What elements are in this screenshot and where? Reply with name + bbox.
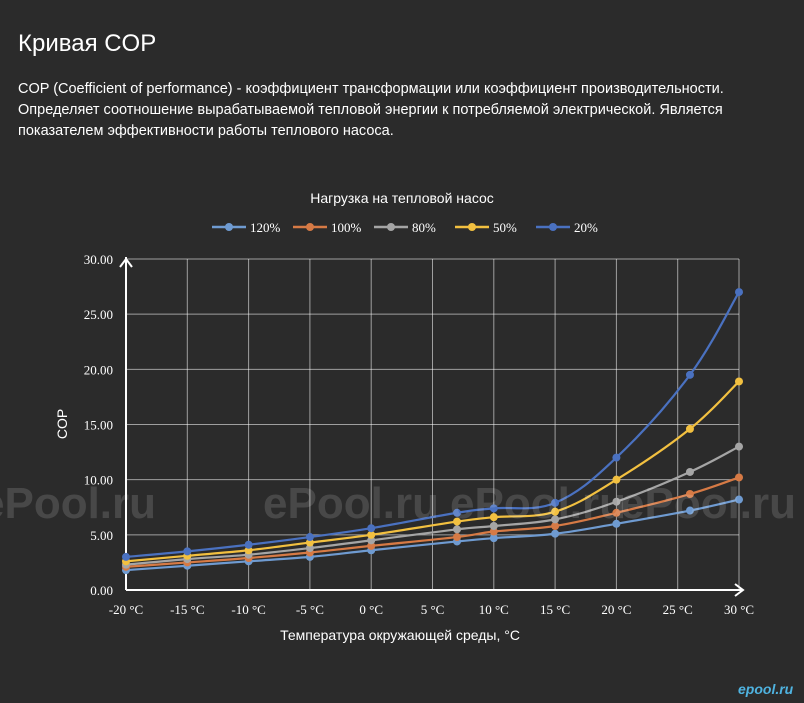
data-point [367, 530, 376, 539]
data-point [685, 424, 694, 433]
data-point [489, 513, 498, 522]
y-tick-label: 15.00 [84, 418, 113, 433]
legend-item: 50% [455, 220, 517, 235]
watermark-text: ePool.ru [450, 479, 626, 528]
x-tick-label: 25 °C [663, 602, 693, 617]
data-point [367, 536, 376, 545]
x-axis-label: Температура окружающей среды, °С [280, 627, 520, 643]
data-point [453, 517, 462, 526]
data-point [612, 453, 621, 462]
data-point [612, 475, 621, 484]
legend-item: 80% [374, 220, 436, 235]
chart-series [122, 288, 743, 575]
data-point [244, 546, 253, 555]
data-point [551, 529, 560, 538]
data-point [612, 508, 621, 517]
x-tick-label: 15 °C [540, 602, 570, 617]
x-tick-label: -20 °C [109, 602, 143, 617]
data-point [735, 288, 743, 297]
legend-item: 120% [212, 220, 281, 235]
y-tick-label: 10.00 [84, 473, 113, 488]
data-point [183, 547, 192, 556]
x-tick-label: -10 °C [231, 602, 265, 617]
chart-title: Нагрузка на тепловой насос [310, 190, 494, 206]
legend-label: 120% [250, 220, 281, 235]
legend-item: 20% [536, 220, 598, 235]
y-axis-arrow [119, 257, 133, 268]
y-tick-label: 20.00 [84, 362, 113, 377]
data-point [685, 490, 694, 499]
legend-swatch-marker [387, 223, 395, 231]
data-point [367, 524, 376, 533]
data-point [735, 495, 743, 504]
data-point [244, 540, 253, 549]
x-tick-label: 20 °C [601, 602, 631, 617]
watermark-text: ePool.ru [620, 479, 796, 528]
data-point [685, 506, 694, 515]
data-point [735, 473, 743, 482]
watermark-text: ePool.ru [0, 479, 156, 528]
legend-swatch-marker [468, 223, 476, 231]
data-point [551, 522, 560, 531]
y-tick-label: 0.00 [90, 583, 113, 598]
x-tick-label: 10 °C [479, 602, 509, 617]
data-point [489, 527, 498, 536]
data-point [612, 519, 621, 528]
data-point [305, 544, 314, 553]
x-tick-label: 0 °C [359, 602, 383, 617]
chart-axes [119, 257, 745, 597]
series-line [125, 291, 740, 558]
page-title: Кривая COP [18, 30, 157, 57]
corner-watermark: epool.ru [738, 681, 794, 697]
chart-legend: 120% 100% 80% 50% 20% [212, 220, 598, 235]
x-axis-arrow [734, 583, 745, 597]
legend-item: 100% [293, 220, 362, 235]
data-point [551, 507, 560, 516]
x-tick-label: -15 °C [170, 602, 204, 617]
data-point [612, 497, 621, 506]
data-point [551, 515, 560, 524]
legend-label: 100% [331, 220, 362, 235]
chart-tick-labels: -20 °C -15 °C -10 °C -5 °C 0 °C 5 °C 10 °C 15 °… [84, 252, 754, 617]
y-axis-label: COP [54, 409, 70, 439]
y-tick-label: 25.00 [84, 307, 113, 322]
legend-swatch-marker [306, 223, 314, 231]
series-20pct [122, 288, 743, 561]
page-description: COP (Coefficient of performance) - коэфф… [18, 81, 724, 139]
data-point [685, 467, 694, 476]
legend-swatch-marker [225, 223, 233, 231]
x-tick-label: 5 °C [421, 602, 445, 617]
y-tick-label: 5.00 [90, 528, 113, 543]
data-point [735, 442, 743, 451]
data-point [453, 533, 462, 542]
data-point [735, 377, 743, 386]
chart-grid [125, 258, 740, 591]
data-point [489, 522, 498, 531]
y-tick-label: 30.00 [84, 252, 113, 267]
data-point [367, 541, 376, 550]
legend-label: 20% [574, 220, 598, 235]
legend-swatch-marker [549, 223, 557, 231]
data-point [685, 370, 694, 379]
data-point [453, 525, 462, 534]
data-point [122, 552, 130, 561]
x-tick-label: -5 °C [296, 602, 324, 617]
legend-label: 50% [493, 220, 517, 235]
legend-label: 80% [412, 220, 436, 235]
data-point [305, 538, 314, 547]
x-tick-label: 30 °C [724, 602, 754, 617]
data-point [489, 534, 498, 543]
data-point [551, 498, 560, 507]
data-point [305, 533, 314, 542]
watermark-text: ePool.ru [263, 479, 439, 528]
data-point [489, 504, 498, 513]
data-point [453, 508, 462, 517]
